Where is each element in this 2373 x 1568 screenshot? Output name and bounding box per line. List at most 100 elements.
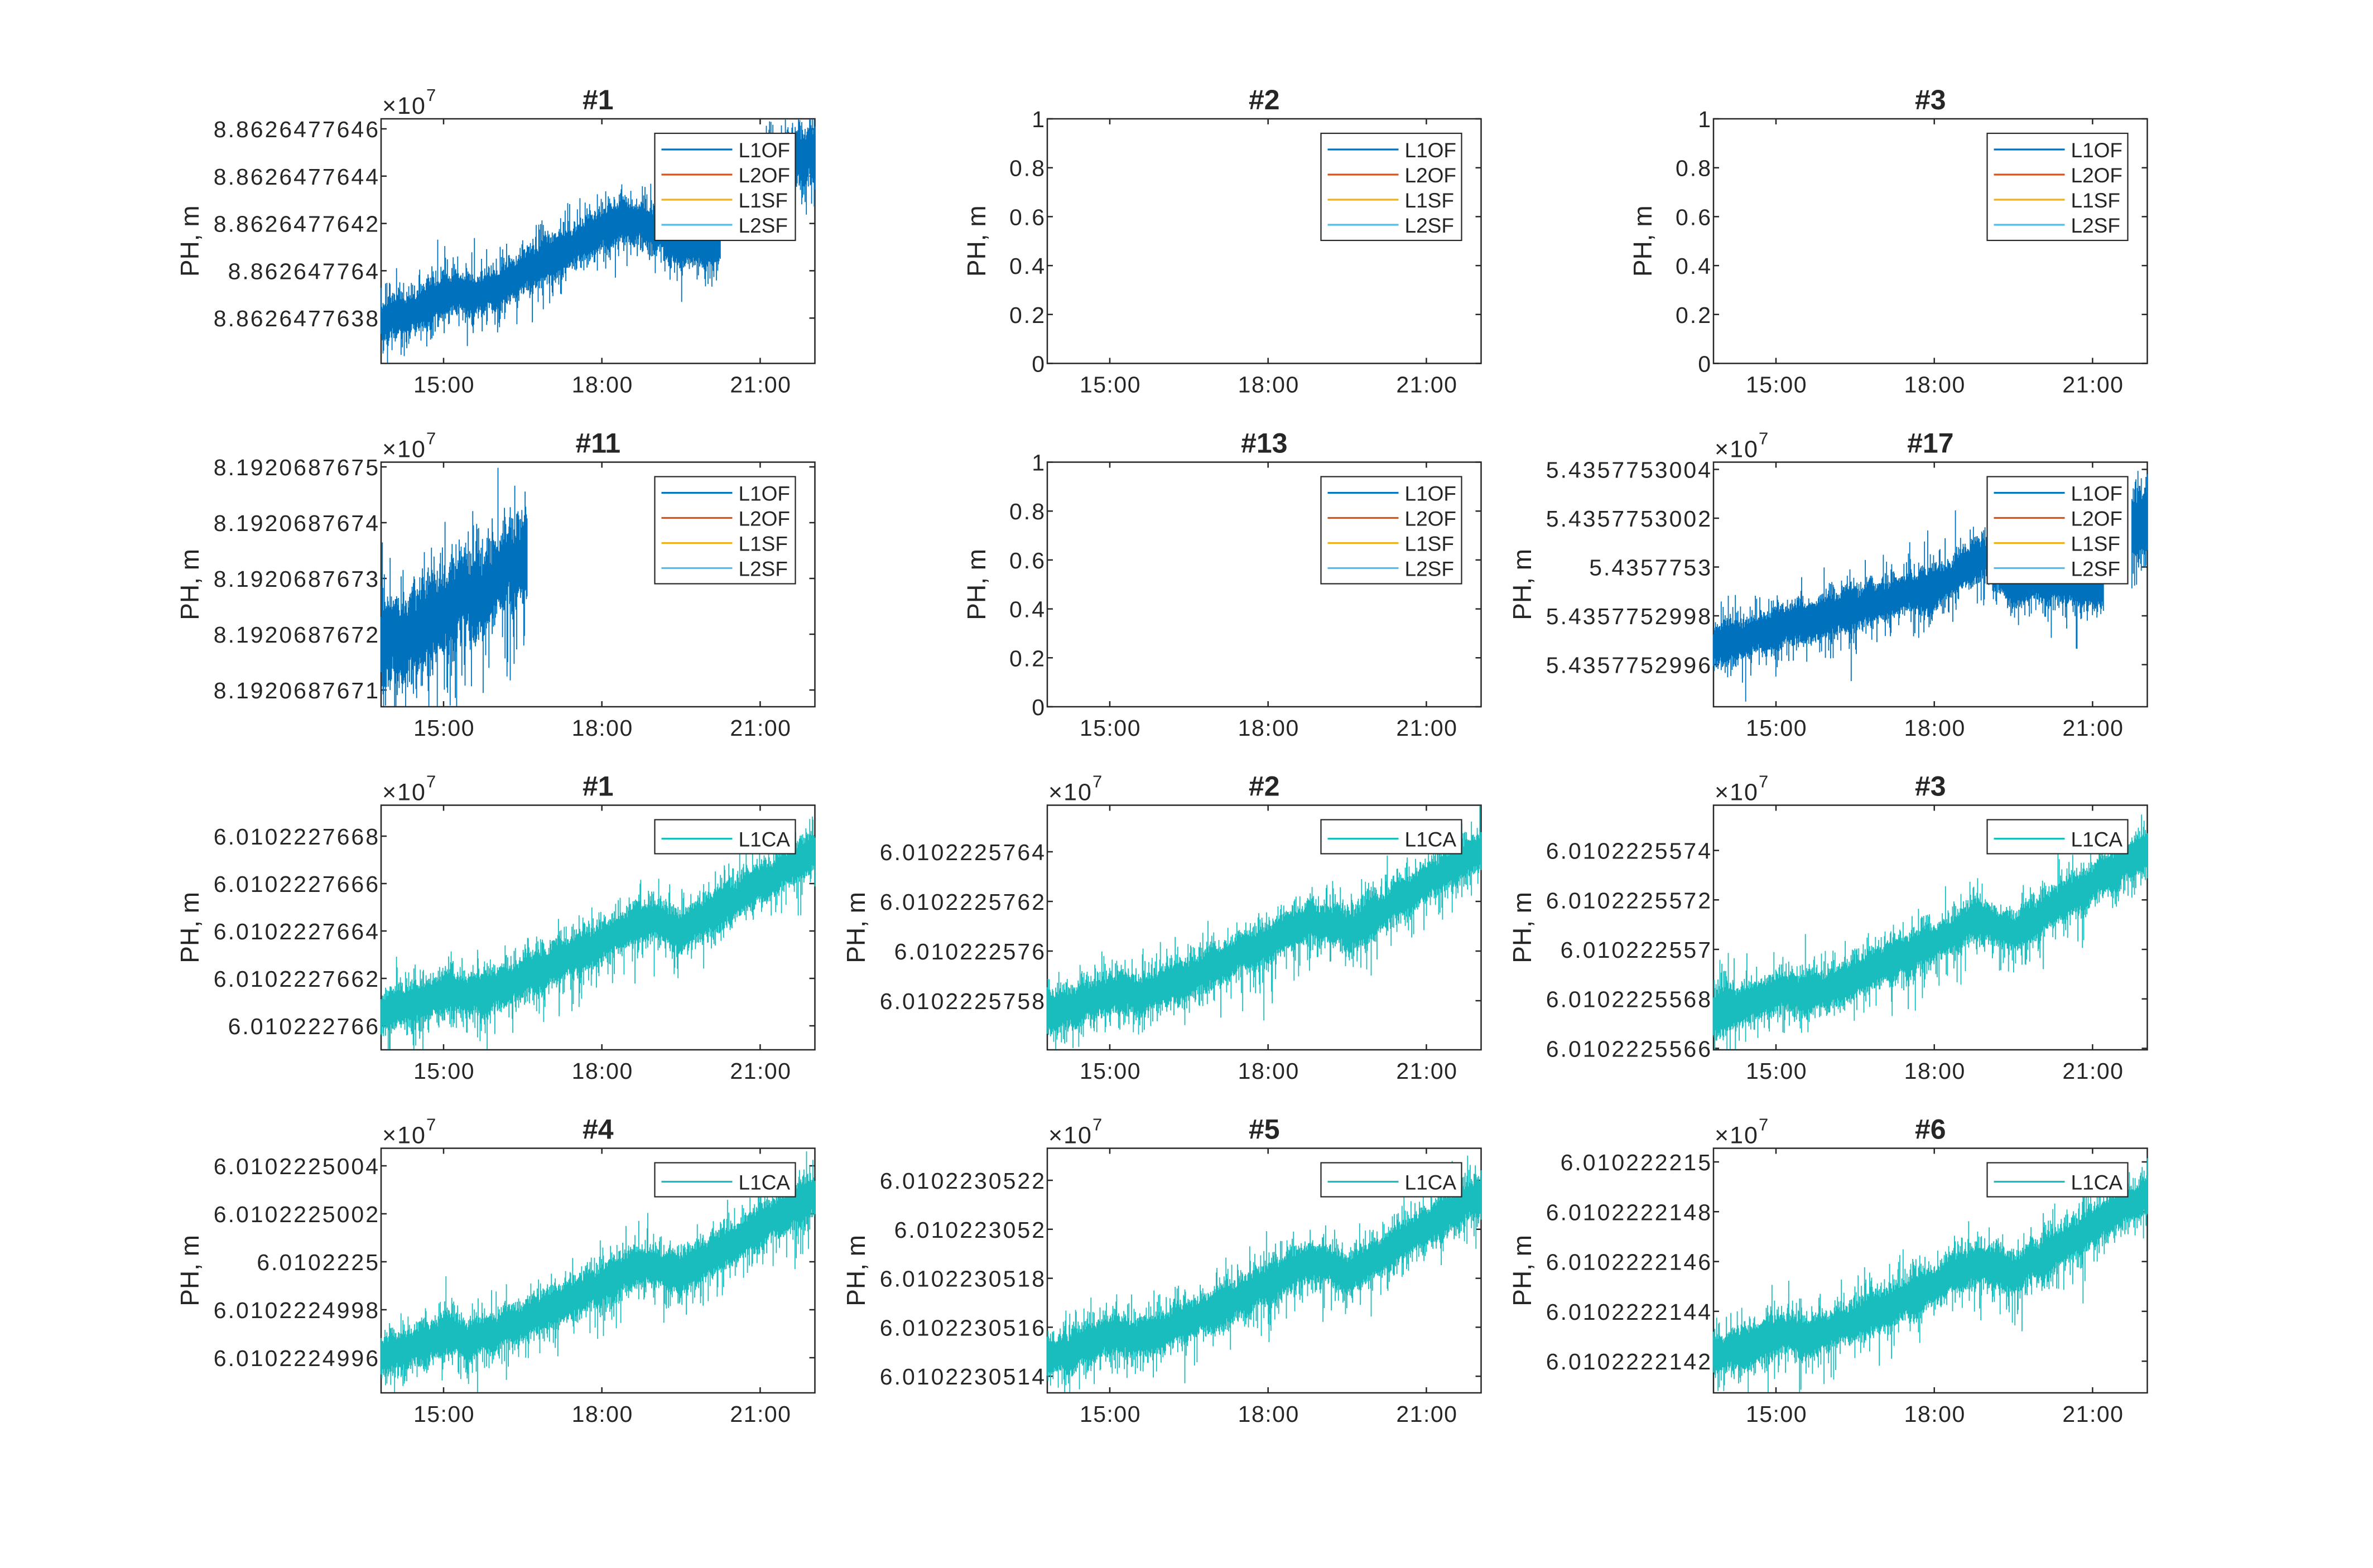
svg-text:15:00: 15:00 <box>1080 715 1141 741</box>
svg-text:0.4: 0.4 <box>1676 253 1712 279</box>
svg-text:6.010222557: 6.010222557 <box>1561 937 1712 963</box>
svg-text:6.0102225566: 6.0102225566 <box>1546 1036 1712 1062</box>
svg-text:8.862647764: 8.862647764 <box>228 258 380 284</box>
svg-text:21:00: 21:00 <box>730 1401 791 1427</box>
svg-text:6.0102230522: 6.0102230522 <box>880 1168 1046 1194</box>
svg-text:18:00: 18:00 <box>1904 372 1966 398</box>
svg-text:18:00: 18:00 <box>1238 1401 1299 1427</box>
svg-text:PH, m: PH, m <box>175 1235 204 1306</box>
svg-text:21:00: 21:00 <box>1396 1401 1457 1427</box>
svg-text:6.010223052: 6.010223052 <box>894 1217 1046 1243</box>
svg-text:21:00: 21:00 <box>1396 372 1457 398</box>
svg-text:PH, m: PH, m <box>962 549 991 620</box>
svg-text:L2SF: L2SF <box>1405 214 1454 237</box>
svg-text:18:00: 18:00 <box>1238 1058 1299 1084</box>
svg-text:18:00: 18:00 <box>1904 1401 1966 1427</box>
svg-text:PH, m: PH, m <box>962 205 991 277</box>
svg-text:L1CA: L1CA <box>2071 1171 2123 1194</box>
svg-text:6.010222576: 6.010222576 <box>894 939 1046 964</box>
svg-text:PH, m: PH, m <box>1508 549 1537 620</box>
svg-text:1: 1 <box>1032 450 1046 476</box>
svg-text:8.1920687671: 8.1920687671 <box>214 678 380 703</box>
svg-text:#1: #1 <box>583 84 614 115</box>
svg-text:L1SF: L1SF <box>739 533 788 556</box>
svg-text:#2: #2 <box>1249 771 1280 802</box>
svg-text:8.1920687672: 8.1920687672 <box>214 622 380 648</box>
svg-text:15:00: 15:00 <box>1746 1058 1807 1084</box>
svg-text:8.8626477642: 8.8626477642 <box>214 211 380 237</box>
svg-text:6.0102227668: 6.0102227668 <box>214 824 380 850</box>
svg-text:6.0102230514: 6.0102230514 <box>880 1364 1046 1390</box>
svg-text:6.0102224996: 6.0102224996 <box>214 1345 380 1371</box>
svg-text:PH, m: PH, m <box>175 549 204 620</box>
svg-text:0.4: 0.4 <box>1009 253 1046 279</box>
svg-text:L1OF: L1OF <box>1405 139 1457 162</box>
svg-text:PH, m: PH, m <box>841 892 870 963</box>
svg-text:#4: #4 <box>583 1114 614 1145</box>
svg-text:#11: #11 <box>575 428 620 459</box>
svg-text:18:00: 18:00 <box>572 1058 633 1084</box>
svg-text:15:00: 15:00 <box>1080 1401 1141 1427</box>
svg-text:#3: #3 <box>1915 771 1946 802</box>
svg-text:8.8626477644: 8.8626477644 <box>214 164 380 190</box>
svg-text:1: 1 <box>1698 107 1712 132</box>
svg-text:L2SF: L2SF <box>1405 558 1454 581</box>
svg-text:21:00: 21:00 <box>2062 1058 2124 1084</box>
svg-text:PH, m: PH, m <box>841 1235 870 1306</box>
svg-text:#2: #2 <box>1249 84 1280 115</box>
svg-text:0: 0 <box>1698 351 1712 377</box>
svg-text:1: 1 <box>1032 107 1046 132</box>
svg-text:6.0102225764: 6.0102225764 <box>880 840 1046 865</box>
svg-text:8.1920687675: 8.1920687675 <box>214 455 380 480</box>
svg-text:5.4357753004: 5.4357753004 <box>1546 457 1712 483</box>
svg-text:PH, m: PH, m <box>175 205 204 277</box>
svg-text:0: 0 <box>1032 694 1046 720</box>
svg-text:5.4357753: 5.4357753 <box>1589 555 1712 581</box>
svg-text:6.0102222144: 6.0102222144 <box>1546 1299 1712 1325</box>
svg-text:6.010222215: 6.010222215 <box>1561 1150 1712 1175</box>
svg-text:8.1920687673: 8.1920687673 <box>214 566 380 592</box>
svg-text:#5: #5 <box>1249 1114 1280 1145</box>
svg-text:#17: #17 <box>1907 428 1953 459</box>
svg-text:6.0102230518: 6.0102230518 <box>880 1266 1046 1292</box>
svg-text:8.8626477646: 8.8626477646 <box>214 117 380 142</box>
svg-text:5.4357752996: 5.4357752996 <box>1546 653 1712 678</box>
svg-text:#13: #13 <box>1241 428 1287 459</box>
svg-text:6.0102225004: 6.0102225004 <box>214 1154 380 1179</box>
svg-text:#3: #3 <box>1915 84 1946 115</box>
svg-text:21:00: 21:00 <box>1396 1058 1457 1084</box>
svg-text:18:00: 18:00 <box>1904 715 1966 741</box>
svg-text:L1OF: L1OF <box>1405 483 1457 505</box>
svg-text:0.6: 0.6 <box>1009 204 1046 230</box>
svg-text:21:00: 21:00 <box>2062 1401 2124 1427</box>
svg-text:L1SF: L1SF <box>2071 189 2120 212</box>
svg-text:0.8: 0.8 <box>1009 499 1046 524</box>
svg-text:6.0102222146: 6.0102222146 <box>1546 1249 1712 1275</box>
svg-text:L2SF: L2SF <box>2071 558 2120 581</box>
svg-text:PH, m: PH, m <box>1628 205 1657 277</box>
svg-text:6.0102227664: 6.0102227664 <box>214 919 380 944</box>
svg-text:15:00: 15:00 <box>1080 372 1141 398</box>
svg-text:8.1920687674: 8.1920687674 <box>214 510 380 536</box>
svg-text:18:00: 18:00 <box>1238 715 1299 741</box>
svg-text:15:00: 15:00 <box>1746 715 1807 741</box>
svg-text:L2OF: L2OF <box>1405 508 1457 530</box>
svg-text:21:00: 21:00 <box>1396 715 1457 741</box>
svg-text:6.0102225574: 6.0102225574 <box>1546 838 1712 864</box>
svg-text:15:00: 15:00 <box>413 1058 475 1084</box>
svg-text:15:00: 15:00 <box>1746 1401 1807 1427</box>
svg-text:L1OF: L1OF <box>739 139 791 162</box>
svg-text:L1CA: L1CA <box>739 828 791 851</box>
svg-text:L1OF: L1OF <box>2071 139 2123 162</box>
svg-text:15:00: 15:00 <box>1746 372 1807 398</box>
svg-text:L1SF: L1SF <box>739 189 788 212</box>
svg-text:6.0102225568: 6.0102225568 <box>1546 987 1712 1012</box>
svg-text:0.6: 0.6 <box>1009 548 1046 573</box>
svg-text:6.0102222142: 6.0102222142 <box>1546 1349 1712 1374</box>
svg-text:0.2: 0.2 <box>1009 645 1046 671</box>
svg-text:0.8: 0.8 <box>1009 156 1046 181</box>
svg-text:0: 0 <box>1032 351 1046 377</box>
svg-text:15:00: 15:00 <box>1080 1058 1141 1084</box>
svg-text:6.0102224998: 6.0102224998 <box>214 1297 380 1323</box>
svg-text:L1OF: L1OF <box>2071 483 2123 505</box>
